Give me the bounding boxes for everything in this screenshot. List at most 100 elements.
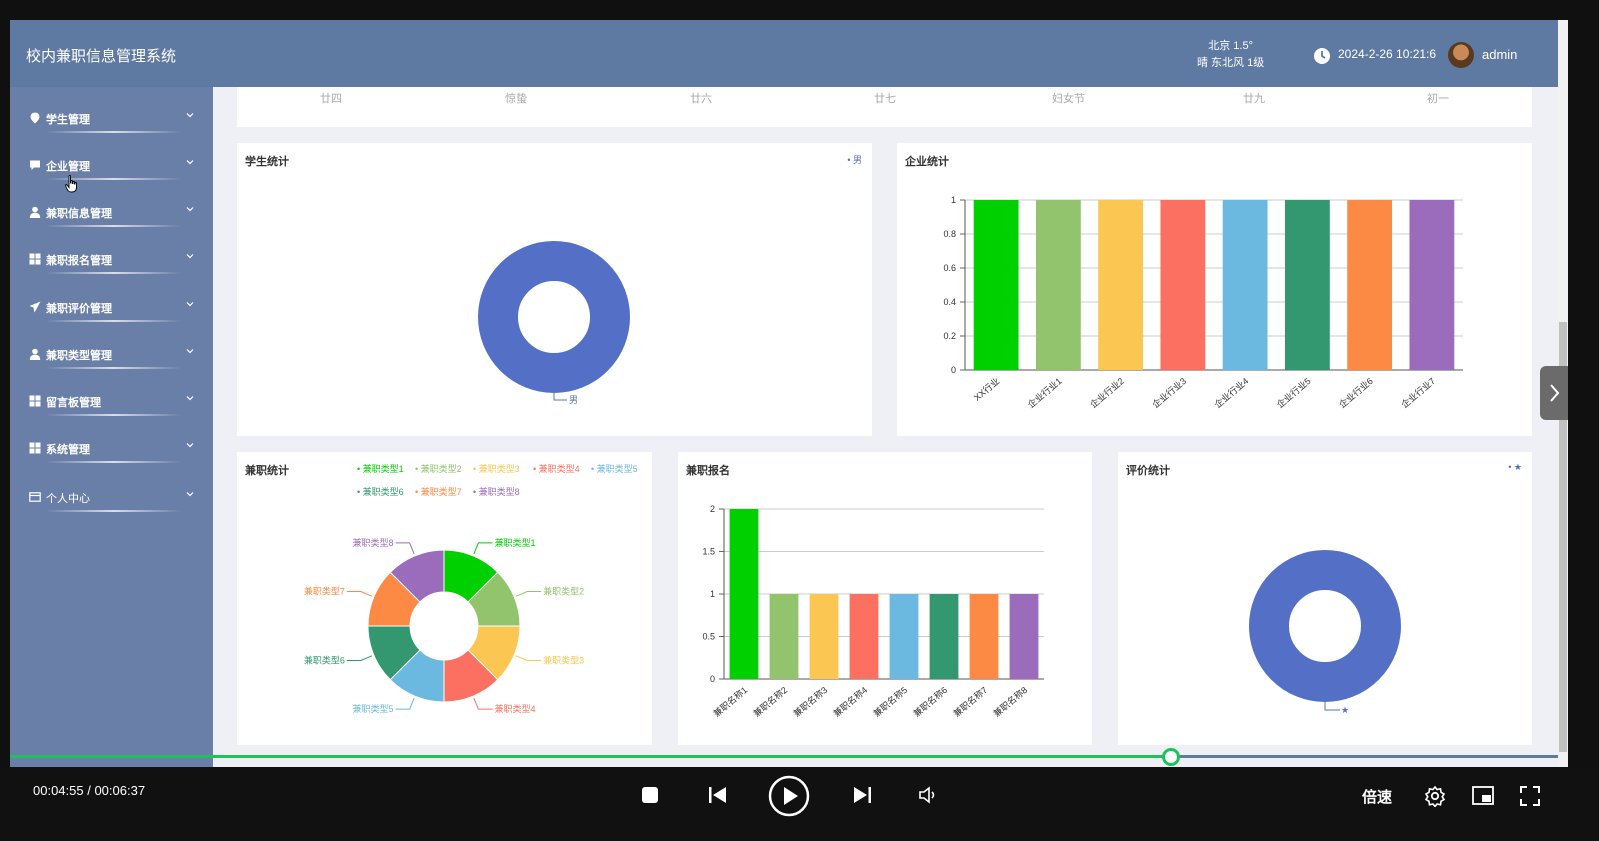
pie-label-line: [395, 697, 415, 710]
sidebar-item-message-board-management[interactable]: 留言板管理: [10, 382, 213, 422]
sidebar-item-system-management[interactable]: 系统管理: [10, 429, 213, 469]
calendar-day: 初一: [1427, 93, 1449, 105]
legend-dot: •: [1508, 462, 1514, 472]
bar[interactable]: [1009, 594, 1039, 679]
progress-fill: [10, 755, 1171, 758]
pie-label-line: [553, 393, 567, 401]
calendar-day: 廿九: [1243, 93, 1265, 105]
progress-knob[interactable]: [1162, 748, 1180, 766]
user-icon: [29, 348, 41, 360]
pie-label-line: [395, 542, 415, 555]
sidebar-item-label: 个人中心: [46, 493, 90, 505]
side-expand-tab[interactable]: [1540, 366, 1568, 420]
bar[interactable]: [929, 594, 959, 679]
top-header: 校内兼职信息管理系统 北京 1.5° 晴 东北风 1级 2024-2-26 10…: [10, 20, 1558, 87]
play-icon[interactable]: [768, 775, 810, 817]
x-tick-label: 兼职名称1: [711, 684, 749, 719]
x-tick-label: 兼职名称2: [751, 684, 789, 719]
bar[interactable]: [889, 594, 919, 679]
y-tick-label: 2: [710, 504, 715, 514]
scrollbar-thumb[interactable]: [1559, 322, 1567, 752]
y-tick-label: 0: [710, 674, 715, 684]
sidebar-item-label: 兼职信息管理: [46, 208, 112, 220]
sidebar-item-label: 学生管理: [46, 114, 90, 126]
chevron-down-icon: [186, 207, 194, 212]
legend-item[interactable]: • 兼职类型2: [415, 464, 462, 474]
chart-legend[interactable]: • 男: [847, 153, 862, 166]
bar[interactable]: [729, 509, 759, 679]
chat-bubble-icon: [30, 160, 40, 170]
bar[interactable]: [1409, 200, 1455, 370]
volume-icon[interactable]: [918, 785, 938, 805]
pie-slice[interactable]: [1249, 550, 1401, 702]
mouse-pointer-icon: [65, 175, 77, 193]
legend-item[interactable]: • 兼职类型5: [591, 464, 638, 474]
bar[interactable]: [1035, 200, 1081, 370]
sidebar-item-enterprise-management[interactable]: 企业管理: [10, 146, 213, 186]
pie-slice[interactable]: [389, 549, 445, 603]
bar[interactable]: [1222, 200, 1268, 370]
x-tick-label: 企业行业7: [1399, 375, 1437, 410]
weather-description: 晴 东北风 1级: [1197, 57, 1265, 69]
stop-icon[interactable]: [641, 786, 659, 804]
bar[interactable]: [1160, 200, 1206, 370]
panel-title: 学生统计: [245, 156, 289, 168]
sidebar-item-parttime-info-management[interactable]: 兼职信息管理: [10, 193, 213, 233]
legend-item[interactable]: • 兼职类型4: [533, 464, 580, 474]
sidebar-item-student-management[interactable]: 学生管理: [10, 99, 213, 139]
sidebar-item-personal-center[interactable]: 个人中心: [10, 478, 213, 518]
bar[interactable]: [1098, 200, 1144, 370]
legend-item[interactable]: • 兼职类型3: [473, 464, 520, 474]
bar[interactable]: [769, 594, 799, 679]
bar[interactable]: [1347, 200, 1393, 370]
pie-label-line: [1324, 702, 1340, 711]
bar[interactable]: [849, 594, 879, 679]
panel-title: 兼职报名: [686, 465, 730, 477]
sidebar-item-type-management[interactable]: 兼职类型管理: [10, 335, 213, 375]
previous-icon[interactable]: [708, 786, 728, 804]
x-tick-label: 兼职名称3: [791, 684, 829, 719]
registration-stats-panel: 兼职报名 0 0.5 1 1.5 2 兼职名称1 兼职名称2 兼职名称3 兼职名称4 兼职名称5 兼…: [678, 452, 1092, 745]
pie-label: 兼职类型2: [543, 586, 584, 597]
sidebar-item-registration-management[interactable]: 兼职报名管理: [10, 240, 213, 280]
bar[interactable]: [809, 594, 839, 679]
legend-item[interactable]: • 兼职类型6: [357, 487, 404, 497]
enterprise-stats-panel: 企业统计 0 0.2 0.4 0.6 0.8 1 XX行业 企业行业1 企业行业2 企业行业3 企业…: [897, 143, 1532, 436]
bar[interactable]: [969, 594, 999, 679]
menu-divider: [46, 367, 181, 369]
enterprise-bar-chart: 0 0.2 0.4 0.6 0.8 1 XX行业 企业行业1 企业行业2 企业行业3 企业行业4 企业…: [943, 195, 1463, 410]
next-icon[interactable]: [852, 786, 872, 804]
pie-label: 兼职类型6: [304, 654, 345, 665]
username[interactable]: admin: [1482, 47, 1518, 62]
legend-item[interactable]: • 兼职类型1: [357, 464, 404, 474]
student-stats-panel: 学生统计 • 男 男: [237, 143, 872, 436]
x-tick-label: 企业行业2: [1087, 375, 1125, 410]
y-tick-label: 1.5: [702, 547, 715, 557]
pie-label-line: [473, 697, 493, 710]
pie-label-line: [346, 655, 373, 661]
sidebar-item-label: 留言板管理: [46, 397, 101, 409]
y-tick-label: 1: [710, 589, 715, 599]
chart-legend[interactable]: • ★: [1508, 462, 1522, 473]
clock-icon: [1314, 48, 1330, 64]
y-tick-label: 0.5: [702, 632, 715, 642]
sidebar-item-label: 兼职报名管理: [46, 255, 112, 267]
legend-item[interactable]: • 兼职类型7: [415, 487, 462, 497]
bar[interactable]: [1284, 200, 1330, 370]
panel-title: 评价统计: [1126, 465, 1170, 477]
picture-in-picture-icon[interactable]: [1472, 786, 1494, 806]
settings-gear-icon[interactable]: [1424, 785, 1446, 807]
panel-title: 企业统计: [905, 156, 949, 168]
grid-icon: [29, 395, 41, 407]
x-tick-label: 兼职名称5: [871, 684, 909, 719]
fullscreen-icon[interactable]: [1520, 786, 1540, 806]
playback-speed-button[interactable]: 倍速: [1362, 789, 1393, 806]
avatar[interactable]: [1448, 42, 1474, 68]
bar[interactable]: [973, 200, 1019, 370]
x-tick-label: 企业行业5: [1274, 375, 1312, 410]
sidebar-item-review-management[interactable]: 兼职评价管理: [10, 288, 213, 328]
pie-slice[interactable]: [478, 241, 630, 393]
legend-item[interactable]: • 兼职类型8: [473, 487, 520, 497]
